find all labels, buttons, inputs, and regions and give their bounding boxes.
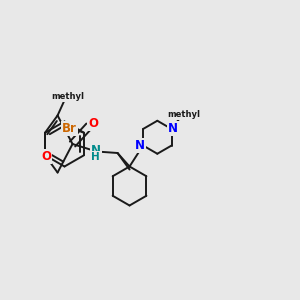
Text: O: O [88,117,98,130]
Text: N: N [168,122,178,135]
Text: N: N [135,139,145,152]
Text: methyl: methyl [51,92,84,101]
Text: methyl: methyl [168,110,201,119]
Text: N: N [91,143,100,157]
Text: O: O [41,150,52,163]
Text: H: H [91,152,100,162]
Text: Br: Br [62,122,77,135]
